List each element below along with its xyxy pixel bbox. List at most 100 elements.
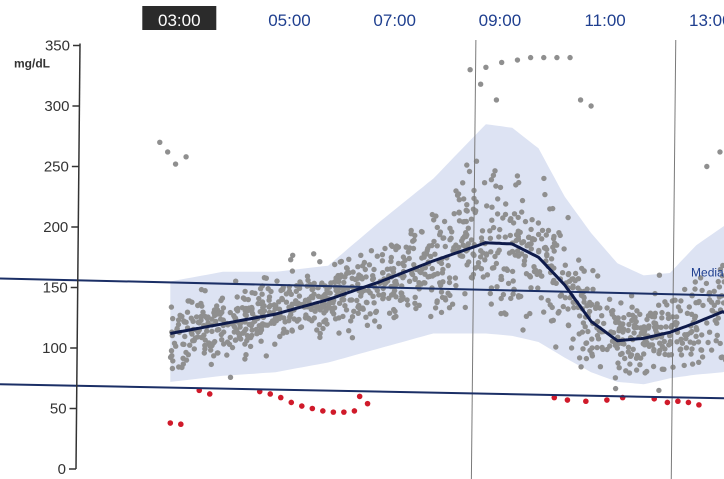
reading-dot [431, 272, 438, 278]
reading-dot [599, 313, 605, 319]
reading-dot [698, 347, 704, 353]
reading-dot [587, 347, 593, 354]
reading-dot [489, 265, 496, 271]
reading-dot [483, 252, 490, 258]
reading-dot [173, 343, 179, 349]
reading-dot [521, 262, 527, 268]
reading-dot [445, 290, 451, 296]
reading-dot [289, 327, 295, 333]
reading-dot [689, 346, 695, 352]
reading-dot [594, 304, 600, 310]
reading-dot [242, 288, 248, 295]
reading-dot [583, 355, 590, 362]
median-curve [170, 241, 724, 343]
reading-dot [214, 327, 220, 333]
reading-dot [512, 252, 518, 258]
reading-dot [441, 235, 447, 241]
reading-dot [583, 340, 590, 346]
reading-dot [713, 338, 719, 344]
reading-dot [245, 296, 251, 303]
reading-dot [329, 309, 336, 315]
reading-dot [417, 268, 423, 275]
reading-dot [626, 321, 632, 328]
reading-dot [656, 272, 663, 278]
reading-dot [416, 280, 422, 286]
reading-dot [461, 233, 468, 240]
reading-dot [662, 299, 668, 305]
reading-dot [314, 327, 320, 333]
reading-dot [589, 353, 596, 359]
reading-dot [484, 272, 491, 278]
reading-dot [366, 262, 373, 268]
reading-dot [207, 343, 213, 349]
reading-dot [269, 318, 276, 324]
time-tick-label: 05:00 [268, 11, 311, 30]
reading-dot [227, 334, 233, 341]
reading-dot [288, 291, 294, 297]
reading-dot [544, 253, 550, 259]
hypo-dot [351, 408, 358, 414]
reading-dot [266, 297, 272, 303]
reading-dot [340, 313, 346, 320]
reading-dot [180, 361, 186, 367]
reading-dot [505, 280, 512, 287]
reading-dot [361, 259, 368, 266]
reading-dot [637, 362, 643, 368]
reading-dot [317, 330, 323, 337]
reading-dot [607, 343, 613, 349]
reading-dot [719, 273, 724, 279]
reading-dot [399, 296, 405, 303]
reading-dot [656, 302, 662, 308]
reading-dot [349, 297, 355, 303]
reading-dot [337, 259, 343, 265]
reading-dot [460, 180, 466, 186]
reading-dot [258, 338, 264, 344]
reading-dot [351, 308, 357, 314]
reading-dot [570, 283, 576, 289]
reading-dot [442, 243, 448, 250]
reading-dot [274, 278, 280, 284]
reading-dot [311, 315, 317, 321]
reading-dot [700, 302, 706, 309]
reading-dot [367, 311, 373, 317]
reading-dot [255, 300, 261, 307]
reading-dot [392, 279, 398, 285]
reading-dot [219, 295, 226, 301]
reading-dot [319, 294, 325, 301]
reading-dot [514, 173, 521, 179]
reading-dot [412, 300, 418, 306]
reading-dot [589, 336, 595, 342]
reading-dot [519, 209, 525, 215]
reading-dot [427, 273, 433, 280]
reading-dot [697, 275, 704, 281]
reading-dot [683, 345, 690, 351]
reading-dot [445, 262, 451, 269]
reading-dot [523, 271, 530, 277]
reading-dot [193, 314, 200, 320]
reading-dot [247, 343, 254, 350]
reading-dot [464, 162, 470, 168]
reading-dot [665, 315, 672, 322]
reading-dot-high [704, 163, 710, 170]
reading-dot [221, 329, 227, 335]
reading-dot [565, 214, 571, 221]
reading-dot [263, 275, 269, 281]
reading-dot [199, 303, 205, 309]
reading-dot [388, 254, 394, 261]
reading-dot [346, 328, 352, 334]
reading-dot [224, 352, 230, 358]
reading-dot [699, 354, 706, 360]
reading-dot [570, 336, 576, 342]
reading-dot [616, 325, 623, 332]
hypo-dot [364, 400, 371, 407]
hypo-dot [299, 403, 305, 409]
reading-dot [235, 305, 241, 312]
reading-dot [324, 287, 330, 293]
reading-dot [302, 315, 309, 321]
reading-dot [632, 314, 638, 321]
reading-dot [429, 242, 435, 249]
reading-dot [380, 291, 387, 297]
reading-dot [183, 349, 189, 356]
reading-dot [201, 350, 207, 356]
reading-dot [390, 265, 397, 272]
